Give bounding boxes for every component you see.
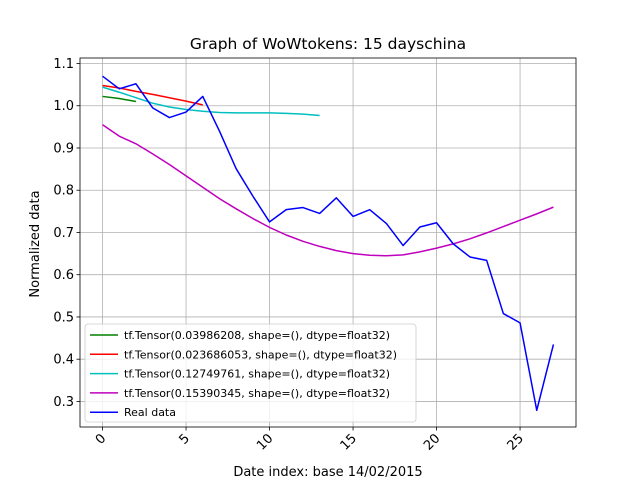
legend-box <box>84 323 417 423</box>
series-line-0 <box>102 95 137 103</box>
x-tick-label: 10 <box>254 431 276 453</box>
x-tick-label: 15 <box>338 431 360 453</box>
x-tick-label: 5 <box>176 431 192 447</box>
y-tick-label: 0.3 <box>53 395 74 410</box>
series-line-2 <box>102 86 320 117</box>
y-tick-label: 0.6 <box>53 268 74 283</box>
y-tick-label: 1.0 <box>53 99 74 114</box>
x-axis-label: Date index: base 14/02/2015 <box>233 465 422 480</box>
legend: tf.Tensor(0.03986208, shape=(), dtype=fl… <box>84 323 417 423</box>
y-tick-label: 0.8 <box>53 184 74 199</box>
series-line-3 <box>102 124 554 257</box>
series-line-4 <box>102 75 555 412</box>
y-tick-label: 0.7 <box>53 226 74 241</box>
legend-label: Real data <box>124 406 176 419</box>
y-tick-label: 1.1 <box>53 57 74 72</box>
legend-label: tf.Tensor(0.15390345, shape=(), dtype=fl… <box>124 387 390 400</box>
axes-frame <box>79 57 577 428</box>
y-tick-label: 0.9 <box>53 141 74 156</box>
legend-label: tf.Tensor(0.03986208, shape=(), dtype=fl… <box>124 329 390 342</box>
legend-label: tf.Tensor(0.023686053, shape=(), dtype=f… <box>124 348 397 361</box>
y-tick-label: 0.5 <box>53 310 74 325</box>
y-tick-label: 0.4 <box>53 353 74 368</box>
plot-area: 0 5 10 15 20 25 0.3 0.4 0.5 0.6 0.7 0.8 0.9 1.0 1.1 tf.… <box>53 57 577 454</box>
legend-label: tf.Tensor(0.12749761, shape=(), dtype=fl… <box>124 368 390 381</box>
x-tick-label: 20 <box>421 431 443 453</box>
y-axis-label: Normalized data <box>28 190 43 297</box>
x-tick-label: 0 <box>93 431 109 447</box>
chart-title: Graph of WoWtokens: 15 dayschina <box>190 35 466 53</box>
x-tick-label: 25 <box>505 431 527 453</box>
